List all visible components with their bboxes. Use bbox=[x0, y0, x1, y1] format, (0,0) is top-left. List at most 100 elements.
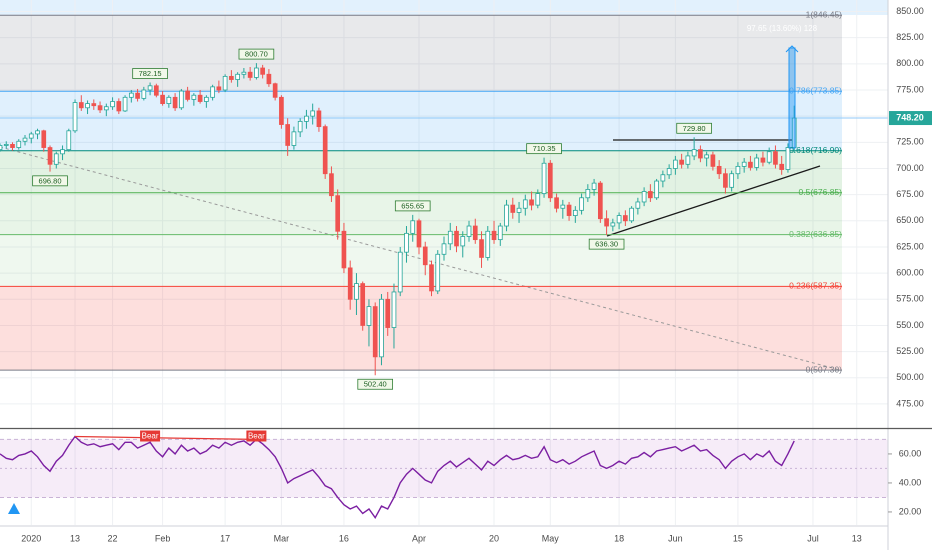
candle-body bbox=[497, 225, 503, 241]
candle-body bbox=[197, 94, 203, 102]
candle-body bbox=[66, 130, 72, 151]
candle-body bbox=[91, 103, 97, 107]
rsi-tick-label: 60.00 bbox=[899, 448, 922, 458]
rsi-tick-label: 40.00 bbox=[899, 477, 922, 487]
candle-body bbox=[635, 201, 641, 209]
candle-body bbox=[685, 155, 691, 165]
y-tick-label: 600.00 bbox=[896, 267, 924, 277]
signal-label: Bear bbox=[142, 432, 159, 441]
candle-body bbox=[172, 96, 178, 109]
price-annotation-label: 696.80 bbox=[39, 176, 62, 185]
candle-body bbox=[322, 126, 328, 175]
y-tick-label: 825.00 bbox=[896, 32, 924, 42]
dashed-trendline bbox=[0, 146, 841, 371]
x-tick-label: 22 bbox=[108, 533, 118, 543]
candle-body bbox=[610, 222, 616, 227]
price-annotation-box bbox=[588, 238, 625, 250]
x-tick-label: 16 bbox=[339, 533, 349, 543]
candle-body bbox=[748, 161, 753, 168]
candle-body bbox=[341, 230, 347, 269]
candle-body bbox=[222, 75, 228, 91]
y-tick-label: 475.00 bbox=[896, 398, 924, 408]
candle-body bbox=[754, 157, 760, 168]
candle-body bbox=[641, 191, 647, 203]
candle-body bbox=[766, 151, 772, 163]
candle-body bbox=[416, 220, 422, 248]
logo bbox=[8, 503, 20, 514]
candle-body bbox=[291, 131, 297, 146]
fib-level-label: 0.618(716.90) bbox=[789, 145, 842, 155]
candle-body bbox=[604, 218, 609, 227]
candle-body bbox=[272, 83, 278, 98]
candle-body bbox=[210, 86, 215, 98]
candle-body bbox=[347, 267, 353, 300]
candle-body bbox=[35, 130, 40, 135]
candle-body bbox=[297, 120, 303, 133]
price-annotation-box bbox=[132, 68, 168, 79]
candle-body bbox=[153, 85, 159, 96]
candle-body bbox=[179, 90, 184, 109]
y-tick-label: 700.00 bbox=[896, 163, 924, 173]
candle-body bbox=[504, 204, 509, 227]
candle-body bbox=[335, 195, 341, 232]
candle-body bbox=[147, 85, 153, 91]
divergence-line bbox=[75, 435, 257, 441]
candle-body bbox=[522, 199, 528, 209]
fib-band bbox=[0, 286, 842, 371]
fib-level-label: 1(846.45) bbox=[806, 9, 843, 19]
candle-body bbox=[547, 162, 553, 199]
candle-body bbox=[266, 73, 272, 85]
fib-band bbox=[0, 91, 842, 151]
candle-body bbox=[435, 253, 441, 292]
x-tick-label: 2020 bbox=[21, 533, 41, 543]
x-tick-label: 13 bbox=[70, 533, 80, 543]
measure-label: 97.65 (13.60%) 128 bbox=[747, 24, 818, 33]
candle-body bbox=[491, 230, 497, 241]
candle-body bbox=[354, 283, 359, 300]
y-tick-label: 500.00 bbox=[896, 372, 924, 382]
candle-body bbox=[204, 96, 209, 102]
x-tick-label: Mar bbox=[274, 533, 290, 543]
candle-body bbox=[128, 92, 134, 98]
candle-body bbox=[591, 182, 597, 190]
rsi-tick-label: 20.00 bbox=[899, 506, 922, 516]
candle-body bbox=[566, 204, 572, 216]
y-tick-label: 625.00 bbox=[896, 241, 924, 251]
candle-body bbox=[510, 204, 516, 213]
price-annotation-label: 782.15 bbox=[139, 69, 162, 78]
fib-level-label: 0.382(636.85) bbox=[789, 229, 842, 239]
top-band bbox=[0, 0, 888, 15]
candle-body bbox=[53, 153, 59, 165]
candle-body bbox=[529, 199, 534, 206]
candle-body bbox=[279, 96, 284, 125]
price-annotation-label: 655.65 bbox=[401, 201, 424, 210]
price-annotation-label: 502.40 bbox=[364, 380, 387, 389]
signal-label: Bear bbox=[248, 432, 265, 441]
candle-body bbox=[391, 291, 397, 328]
candle-body bbox=[648, 191, 653, 199]
fib-band bbox=[0, 150, 842, 193]
candle-body bbox=[429, 264, 434, 292]
candle-body bbox=[285, 124, 291, 146]
candle-body bbox=[673, 159, 678, 169]
candle-body bbox=[716, 165, 722, 175]
candle-body bbox=[479, 239, 484, 258]
candle-body bbox=[41, 130, 47, 148]
price-annotation-label: 636.30 bbox=[595, 240, 618, 249]
candle-body bbox=[560, 204, 566, 209]
candle-body bbox=[135, 92, 140, 99]
signal-box bbox=[140, 430, 161, 442]
candle-body bbox=[160, 94, 165, 104]
candle-body bbox=[410, 220, 416, 234]
candle-body bbox=[60, 149, 65, 155]
candle-body bbox=[103, 106, 109, 111]
candle-body bbox=[235, 73, 240, 80]
fib-level-label: 0.236(587.35) bbox=[789, 281, 842, 291]
candle-body bbox=[304, 115, 309, 122]
candle-body bbox=[741, 161, 747, 167]
candle-body bbox=[16, 140, 22, 148]
support-trendline bbox=[606, 165, 821, 237]
candle-body bbox=[554, 197, 559, 209]
fib-level-label: 0(507.30) bbox=[806, 364, 843, 374]
